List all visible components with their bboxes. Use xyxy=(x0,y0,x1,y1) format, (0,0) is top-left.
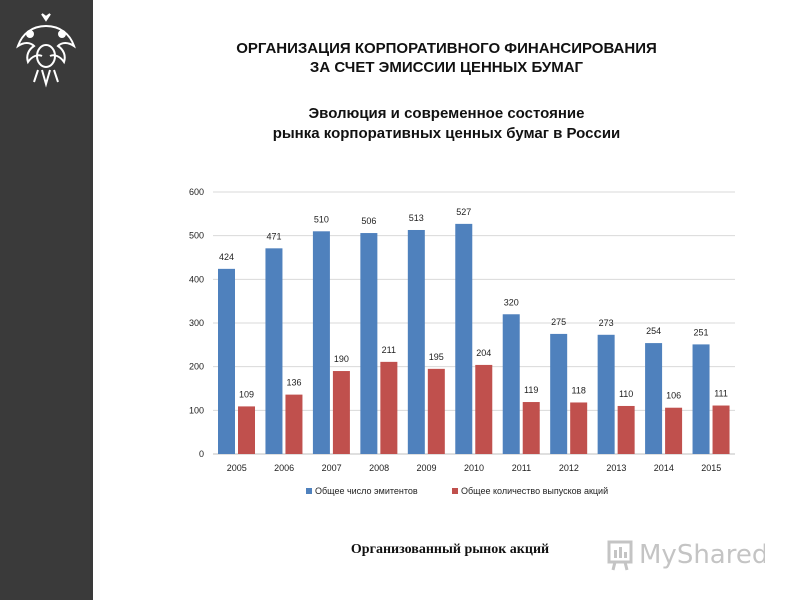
x-tick-label: 2012 xyxy=(559,463,579,473)
bar-emitters xyxy=(360,233,378,454)
data-label: 273 xyxy=(599,318,614,328)
y-tick-label: 200 xyxy=(189,362,204,372)
data-label: 109 xyxy=(239,389,254,399)
data-label: 506 xyxy=(361,216,376,226)
bar-issues xyxy=(570,402,588,454)
data-label: 110 xyxy=(619,389,633,399)
bar-emitters xyxy=(692,344,710,454)
data-label: 254 xyxy=(646,326,661,336)
bar-issues xyxy=(285,394,303,454)
legend-swatch xyxy=(452,488,458,494)
legend-label: Общее количество выпусков акций xyxy=(461,486,608,496)
y-tick-label: 300 xyxy=(189,318,204,328)
bar-issues xyxy=(475,364,493,454)
data-label: 106 xyxy=(666,391,681,401)
bar-issues xyxy=(427,368,445,454)
x-tick-label: 2009 xyxy=(417,463,437,473)
data-label: 527 xyxy=(456,207,471,217)
y-tick-label: 600 xyxy=(189,187,204,197)
data-label: 195 xyxy=(429,352,444,362)
bar-emitters xyxy=(502,314,520,454)
bar-issues xyxy=(332,371,350,454)
bar-emitters xyxy=(218,268,235,454)
x-tick-label: 2006 xyxy=(274,463,294,473)
data-label: 471 xyxy=(266,231,281,241)
bar-emitters xyxy=(597,334,615,454)
data-label: 510 xyxy=(314,214,329,224)
bar-issues xyxy=(665,407,683,454)
x-tick-label: 2013 xyxy=(606,463,626,473)
x-tick-label: 2014 xyxy=(654,463,674,473)
chart-caption: Организованный рынок акций xyxy=(350,542,550,557)
bar-emitters xyxy=(407,229,425,454)
page-title-line1: ОРГАНИЗАЦИЯ КОРПОРАТИВНОГО ФИНАНСИРОВАНИ… xyxy=(236,40,657,57)
data-label: 275 xyxy=(551,317,566,327)
data-label: 320 xyxy=(504,297,519,307)
data-label: 513 xyxy=(409,213,424,223)
data-label: 190 xyxy=(334,354,349,364)
bar-emitters xyxy=(455,223,473,454)
logo-text: MyShared xyxy=(639,540,765,570)
bar-emitters xyxy=(550,333,568,454)
bar-issues xyxy=(380,361,398,454)
x-tick-label: 2008 xyxy=(369,463,389,473)
y-tick-label: 0 xyxy=(199,449,204,459)
data-label: 136 xyxy=(286,378,301,388)
y-tick-label: 400 xyxy=(189,274,204,284)
data-label: 204 xyxy=(476,348,491,358)
x-tick-label: 2007 xyxy=(322,463,342,473)
myshared-logo-icon: MyShared xyxy=(607,540,765,571)
bar-issues xyxy=(712,405,730,454)
data-label: 118 xyxy=(572,385,586,395)
legend-swatch xyxy=(306,488,312,494)
bar-issues xyxy=(238,406,255,454)
subtitle-line2: рынка корпоративных ценных бумаг в Росси… xyxy=(272,125,621,142)
double-headed-eagle-emblem-icon xyxy=(16,13,76,88)
x-tick-label: 2010 xyxy=(464,463,484,473)
x-tick-label: 2005 xyxy=(227,463,247,473)
subtitle-line1: Эволюция и современное состояние xyxy=(308,105,585,122)
legend-label: Общее число эмитентов xyxy=(315,486,418,496)
y-tick-label: 500 xyxy=(189,231,204,241)
left-sidebar xyxy=(0,0,93,600)
bar-emitters xyxy=(265,248,283,454)
page-title-line2: ЗА СЧЕТ ЭМИССИИ ЦЕННЫХ БУМАГ xyxy=(309,59,584,76)
data-label: 251 xyxy=(694,327,709,337)
bar-issues xyxy=(617,405,635,454)
y-tick-label: 100 xyxy=(189,405,204,415)
x-tick-label: 2015 xyxy=(701,463,721,473)
bar-emitters xyxy=(645,343,663,454)
data-label: 211 xyxy=(382,345,396,355)
data-label: 424 xyxy=(219,252,234,262)
data-label: 119 xyxy=(524,385,538,395)
data-label: 111 xyxy=(714,389,728,399)
bar-emitters xyxy=(312,231,330,454)
bar-issues xyxy=(522,402,540,454)
x-tick-label: 2011 xyxy=(512,463,531,473)
